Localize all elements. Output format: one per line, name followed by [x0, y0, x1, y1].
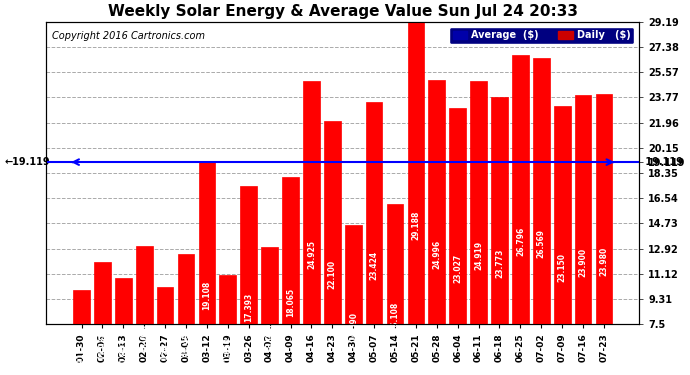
- Text: 9.912: 9.912: [77, 348, 86, 372]
- Legend: Average  ($), Daily   ($): Average ($), Daily ($): [449, 27, 634, 44]
- Text: 12.492: 12.492: [181, 327, 190, 356]
- Text: 19.108: 19.108: [202, 281, 211, 310]
- Text: 23.027: 23.027: [453, 254, 462, 283]
- Bar: [554, 106, 571, 375]
- Bar: [449, 108, 466, 375]
- Bar: [366, 102, 382, 375]
- Bar: [471, 81, 487, 375]
- Bar: [199, 162, 215, 375]
- Text: 23.150: 23.150: [558, 253, 566, 282]
- Text: Copyright 2016 Cartronics.com: Copyright 2016 Cartronics.com: [52, 31, 205, 41]
- Text: 23.424: 23.424: [370, 251, 379, 280]
- Bar: [136, 246, 152, 375]
- Text: 14.590: 14.590: [348, 312, 357, 341]
- Bar: [94, 262, 111, 375]
- Text: 11.938: 11.938: [98, 331, 107, 360]
- Text: 26.796: 26.796: [516, 227, 525, 256]
- Bar: [324, 120, 341, 375]
- Text: 23.900: 23.900: [579, 248, 588, 277]
- Text: 22.100: 22.100: [328, 260, 337, 289]
- Bar: [115, 278, 132, 375]
- Text: 11.050: 11.050: [224, 337, 233, 366]
- Bar: [240, 186, 257, 375]
- Text: 13.081: 13.081: [139, 323, 149, 352]
- Text: 19.119: 19.119: [642, 157, 683, 167]
- Text: 10.803: 10.803: [119, 339, 128, 368]
- Bar: [595, 94, 612, 375]
- Bar: [512, 55, 529, 375]
- Bar: [73, 291, 90, 375]
- Bar: [282, 177, 299, 375]
- Bar: [219, 274, 236, 375]
- Bar: [533, 58, 550, 375]
- Bar: [491, 97, 508, 375]
- Bar: [408, 22, 424, 375]
- Text: 18.065: 18.065: [286, 288, 295, 317]
- Bar: [262, 247, 278, 375]
- Text: 10.154: 10.154: [161, 344, 170, 372]
- Text: 23.980: 23.980: [600, 247, 609, 276]
- Bar: [157, 287, 173, 375]
- Title: Weekly Solar Energy & Average Value Sun Jul 24 20:33: Weekly Solar Energy & Average Value Sun …: [108, 4, 578, 19]
- Text: 26.569: 26.569: [537, 229, 546, 258]
- Text: 24.996: 24.996: [433, 240, 442, 269]
- Bar: [428, 80, 445, 375]
- Text: 24.919: 24.919: [474, 240, 483, 270]
- Text: 16.108: 16.108: [391, 302, 400, 331]
- Bar: [345, 225, 362, 375]
- Bar: [575, 96, 591, 375]
- Text: 29.188: 29.188: [411, 210, 420, 240]
- Text: 23.773: 23.773: [495, 248, 504, 278]
- Text: 17.393: 17.393: [244, 293, 253, 322]
- Text: 13.049: 13.049: [265, 323, 274, 352]
- Bar: [386, 204, 404, 375]
- Bar: [177, 255, 195, 375]
- Text: 24.925: 24.925: [307, 240, 316, 269]
- Bar: [303, 81, 319, 375]
- Text: ←19.119: ←19.119: [5, 157, 50, 167]
